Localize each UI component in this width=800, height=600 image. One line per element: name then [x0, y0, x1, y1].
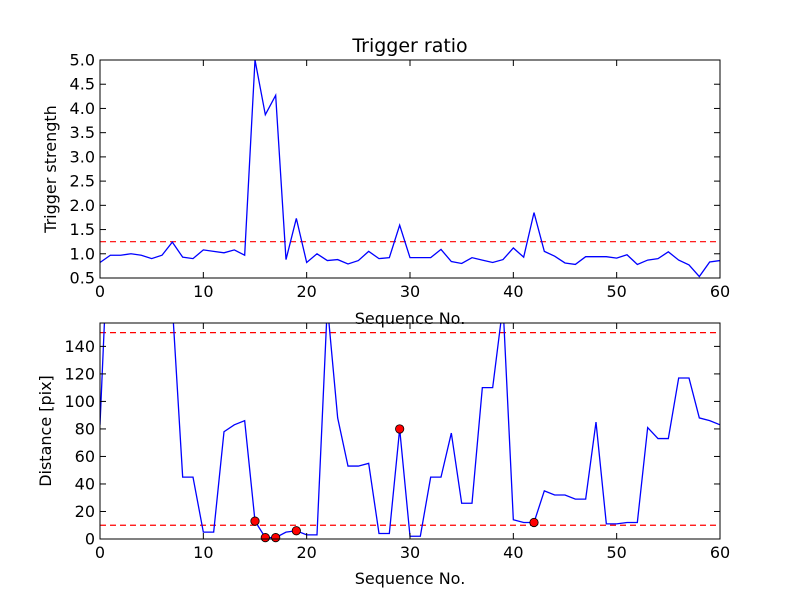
highlight-point — [529, 517, 539, 528]
x-tick-label: 30 — [400, 282, 420, 301]
highlight-point — [291, 526, 301, 536]
y-tick-label: 100 — [64, 392, 95, 411]
x-tick-label: 0 — [95, 282, 105, 301]
y-tick-label: 4.5 — [70, 75, 95, 94]
y-tick-label: 80 — [75, 419, 95, 438]
y-tick-label: 1.0 — [70, 244, 95, 263]
x-tick-label: 50 — [606, 543, 626, 562]
x-tick-label: 50 — [606, 282, 626, 301]
x-tick-label: 0 — [95, 543, 105, 562]
x-tick-label: 10 — [193, 543, 213, 562]
distance-line — [100, 323, 720, 539]
x-tick-label: 30 — [400, 543, 420, 562]
y-tick-label: 140 — [64, 337, 95, 356]
trigger-strength-line — [100, 60, 720, 278]
y-tick-label: 3.0 — [70, 147, 95, 166]
y-tick-label: 40 — [75, 474, 95, 493]
bottom-y-axis-label: Distance [pix] — [36, 375, 55, 487]
x-tick-label: 20 — [296, 543, 316, 562]
highlight-point — [260, 533, 270, 543]
bottom-x-axis-label: Sequence No. — [355, 569, 466, 588]
x-tick-label: 40 — [503, 543, 523, 562]
y-tick-label: 20 — [75, 502, 95, 521]
y-tick-label: 4.0 — [70, 99, 95, 118]
y-tick-label: 1.5 — [70, 220, 95, 239]
y-tick-label: 0.5 — [70, 269, 95, 288]
y-tick-label: 3.5 — [70, 123, 95, 142]
distance-subplot: 0 10 20 30 40 50 60 0 20 40 60 80 100 120 140 Sequenc… — [36, 322, 730, 588]
top-axes-frame — [99, 59, 721, 279]
x-tick-label: 60 — [710, 543, 730, 562]
x-tick-label: 40 — [503, 282, 523, 301]
y-tick-label: 120 — [64, 364, 95, 383]
x-tick-label: 60 — [710, 282, 730, 301]
y-tick-label: 60 — [75, 447, 95, 466]
trigger-ratio-subplot: Trigger ratio 0 10 20 30 40 50 60 0.5 1.0 1.5 2.0… — [41, 35, 730, 328]
y-tick-label: 5.0 — [70, 51, 95, 70]
top-y-axis-label: Trigger strength — [41, 105, 60, 234]
x-tick-label: 10 — [193, 282, 213, 301]
highlight-point — [271, 533, 281, 543]
y-tick-label: 2.5 — [70, 172, 95, 191]
bottom-axes-frame — [99, 322, 721, 540]
x-tick-label: 20 — [296, 282, 316, 301]
y-tick-label: 2.0 — [70, 196, 95, 215]
highlight-point — [395, 424, 405, 434]
top-chart-title: Trigger ratio — [351, 35, 467, 57]
y-tick-label: 0 — [85, 530, 95, 549]
highlight-point — [250, 516, 260, 526]
